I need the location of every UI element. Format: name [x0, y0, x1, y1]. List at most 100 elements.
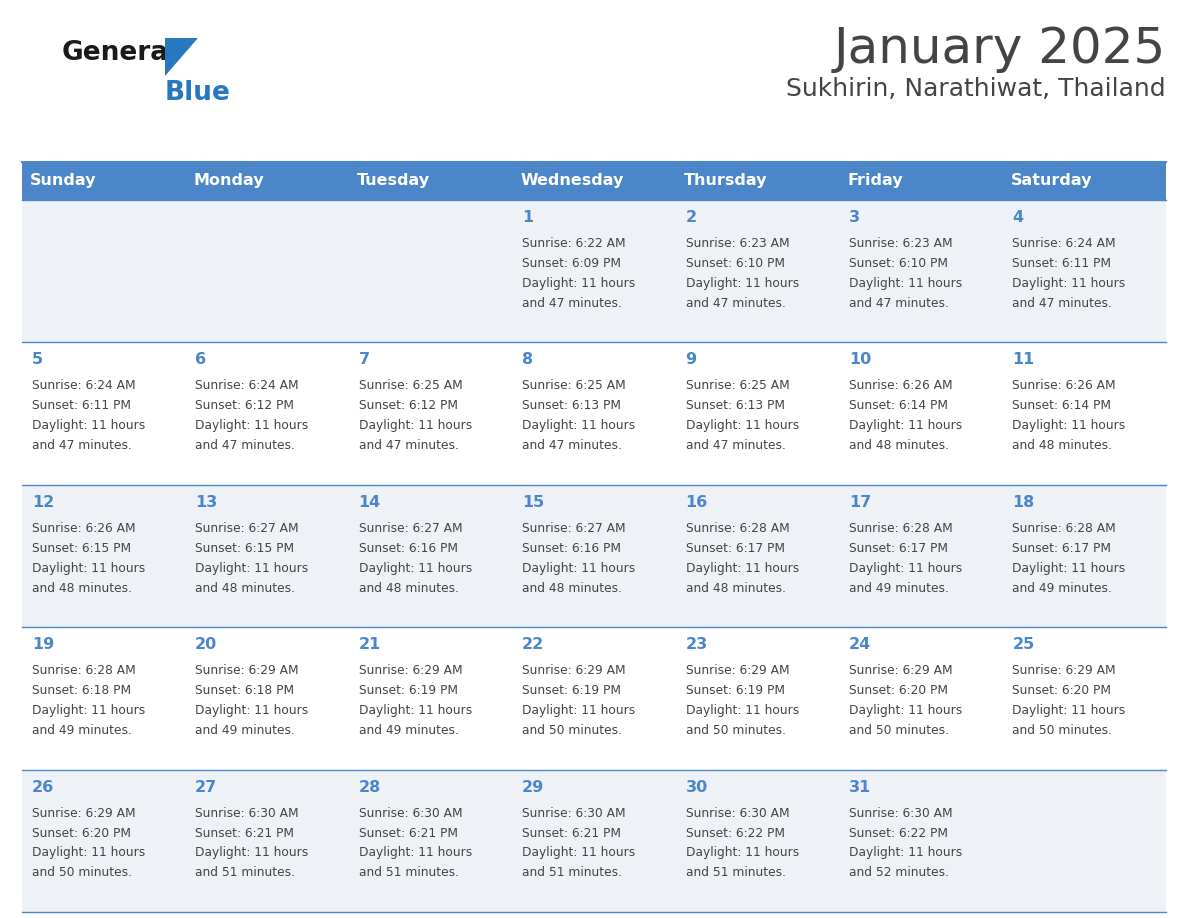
- Text: Sunset: 6:13 PM: Sunset: 6:13 PM: [522, 399, 621, 412]
- Text: Sunset: 6:19 PM: Sunset: 6:19 PM: [685, 684, 784, 697]
- Text: Sunrise: 6:30 AM: Sunrise: 6:30 AM: [849, 807, 953, 820]
- Text: 5: 5: [32, 353, 43, 367]
- Text: 29: 29: [522, 779, 544, 795]
- Text: Sunrise: 6:24 AM: Sunrise: 6:24 AM: [1012, 237, 1116, 250]
- Text: Daylight: 11 hours: Daylight: 11 hours: [685, 420, 798, 432]
- Text: Sukhirin, Narathiwat, Thailand: Sukhirin, Narathiwat, Thailand: [786, 77, 1165, 101]
- Text: 22: 22: [522, 637, 544, 652]
- Text: Sunset: 6:14 PM: Sunset: 6:14 PM: [849, 399, 948, 412]
- Text: 11: 11: [1012, 353, 1035, 367]
- Text: Daylight: 11 hours: Daylight: 11 hours: [522, 420, 636, 432]
- Text: and 48 minutes.: and 48 minutes.: [685, 582, 785, 595]
- Text: Sunset: 6:15 PM: Sunset: 6:15 PM: [195, 542, 295, 554]
- Text: Wednesday: Wednesday: [520, 174, 624, 188]
- Text: 7: 7: [359, 353, 369, 367]
- Text: Daylight: 11 hours: Daylight: 11 hours: [522, 846, 636, 859]
- Text: Daylight: 11 hours: Daylight: 11 hours: [32, 562, 145, 575]
- Bar: [1003, 162, 1165, 200]
- Text: Daylight: 11 hours: Daylight: 11 hours: [195, 704, 309, 717]
- Text: Sunset: 6:20 PM: Sunset: 6:20 PM: [1012, 684, 1112, 697]
- Text: Sunset: 6:17 PM: Sunset: 6:17 PM: [685, 542, 784, 554]
- Text: 25: 25: [1012, 637, 1035, 652]
- Bar: [349, 162, 512, 200]
- Text: 19: 19: [32, 637, 55, 652]
- Text: 4: 4: [1012, 210, 1024, 225]
- Text: 10: 10: [849, 353, 871, 367]
- Text: Sunset: 6:14 PM: Sunset: 6:14 PM: [1012, 399, 1112, 412]
- Text: Daylight: 11 hours: Daylight: 11 hours: [685, 704, 798, 717]
- Text: Sunset: 6:20 PM: Sunset: 6:20 PM: [849, 684, 948, 697]
- Text: Daylight: 11 hours: Daylight: 11 hours: [685, 562, 798, 575]
- Text: Sunset: 6:21 PM: Sunset: 6:21 PM: [195, 826, 295, 840]
- Text: Daylight: 11 hours: Daylight: 11 hours: [1012, 562, 1125, 575]
- Text: and 48 minutes.: and 48 minutes.: [359, 582, 459, 595]
- Text: Sunrise: 6:23 AM: Sunrise: 6:23 AM: [849, 237, 953, 250]
- Text: Sunrise: 6:29 AM: Sunrise: 6:29 AM: [522, 665, 626, 677]
- Text: and 47 minutes.: and 47 minutes.: [32, 439, 132, 453]
- Text: Sunrise: 6:25 AM: Sunrise: 6:25 AM: [522, 379, 626, 392]
- Text: Sunset: 6:09 PM: Sunset: 6:09 PM: [522, 257, 621, 270]
- Text: 20: 20: [195, 637, 217, 652]
- Text: Daylight: 11 hours: Daylight: 11 hours: [195, 420, 309, 432]
- Bar: [23, 485, 1165, 627]
- Text: Sunrise: 6:23 AM: Sunrise: 6:23 AM: [685, 237, 789, 250]
- Text: and 52 minutes.: and 52 minutes.: [849, 867, 949, 879]
- Text: 31: 31: [849, 779, 871, 795]
- Text: 8: 8: [522, 353, 533, 367]
- Text: Daylight: 11 hours: Daylight: 11 hours: [522, 277, 636, 290]
- Bar: [185, 162, 349, 200]
- Text: January 2025: January 2025: [834, 25, 1165, 73]
- Text: 27: 27: [195, 779, 217, 795]
- Text: and 48 minutes.: and 48 minutes.: [195, 582, 296, 595]
- Text: Sunset: 6:18 PM: Sunset: 6:18 PM: [195, 684, 295, 697]
- Text: Daylight: 11 hours: Daylight: 11 hours: [32, 846, 145, 859]
- Bar: [23, 200, 1165, 342]
- Bar: [839, 162, 1003, 200]
- Text: 3: 3: [849, 210, 860, 225]
- Text: Daylight: 11 hours: Daylight: 11 hours: [522, 704, 636, 717]
- Text: Sunrise: 6:24 AM: Sunrise: 6:24 AM: [32, 379, 135, 392]
- Text: Daylight: 11 hours: Daylight: 11 hours: [359, 562, 472, 575]
- Text: and 51 minutes.: and 51 minutes.: [195, 867, 296, 879]
- Text: and 51 minutes.: and 51 minutes.: [359, 867, 459, 879]
- Text: 15: 15: [522, 495, 544, 509]
- Text: Sunrise: 6:28 AM: Sunrise: 6:28 AM: [1012, 521, 1117, 535]
- Text: Sunset: 6:19 PM: Sunset: 6:19 PM: [359, 684, 457, 697]
- Text: Daylight: 11 hours: Daylight: 11 hours: [195, 562, 309, 575]
- Text: Daylight: 11 hours: Daylight: 11 hours: [1012, 420, 1125, 432]
- Text: 6: 6: [195, 353, 207, 367]
- Text: 26: 26: [32, 779, 55, 795]
- Text: and 49 minutes.: and 49 minutes.: [32, 724, 132, 737]
- Text: 16: 16: [685, 495, 708, 509]
- Text: Sunset: 6:11 PM: Sunset: 6:11 PM: [1012, 257, 1112, 270]
- Text: Sunset: 6:18 PM: Sunset: 6:18 PM: [32, 684, 131, 697]
- Bar: [23, 769, 1165, 912]
- Text: and 51 minutes.: and 51 minutes.: [522, 867, 623, 879]
- Text: and 47 minutes.: and 47 minutes.: [195, 439, 295, 453]
- Text: Daylight: 11 hours: Daylight: 11 hours: [32, 420, 145, 432]
- Text: and 47 minutes.: and 47 minutes.: [849, 297, 949, 310]
- Text: Sunset: 6:12 PM: Sunset: 6:12 PM: [359, 399, 457, 412]
- Text: Sunrise: 6:29 AM: Sunrise: 6:29 AM: [1012, 665, 1116, 677]
- Text: Sunset: 6:21 PM: Sunset: 6:21 PM: [359, 826, 457, 840]
- Text: Sunset: 6:21 PM: Sunset: 6:21 PM: [522, 826, 621, 840]
- Text: Thursday: Thursday: [684, 174, 767, 188]
- Text: 24: 24: [849, 637, 871, 652]
- Text: Daylight: 11 hours: Daylight: 11 hours: [359, 420, 472, 432]
- Text: Daylight: 11 hours: Daylight: 11 hours: [849, 846, 962, 859]
- Text: Sunset: 6:17 PM: Sunset: 6:17 PM: [1012, 542, 1112, 554]
- Text: and 48 minutes.: and 48 minutes.: [849, 439, 949, 453]
- Text: and 50 minutes.: and 50 minutes.: [849, 724, 949, 737]
- Text: 21: 21: [359, 637, 381, 652]
- Text: Sunset: 6:16 PM: Sunset: 6:16 PM: [359, 542, 457, 554]
- Text: General: General: [62, 40, 178, 66]
- Text: Sunset: 6:16 PM: Sunset: 6:16 PM: [522, 542, 621, 554]
- Bar: [23, 342, 1165, 485]
- Text: Daylight: 11 hours: Daylight: 11 hours: [195, 846, 309, 859]
- Text: Daylight: 11 hours: Daylight: 11 hours: [849, 277, 962, 290]
- Text: Blue: Blue: [165, 80, 230, 106]
- Text: Sunset: 6:22 PM: Sunset: 6:22 PM: [685, 826, 784, 840]
- Text: and 47 minutes.: and 47 minutes.: [685, 439, 785, 453]
- Text: and 48 minutes.: and 48 minutes.: [522, 582, 623, 595]
- Text: Daylight: 11 hours: Daylight: 11 hours: [685, 846, 798, 859]
